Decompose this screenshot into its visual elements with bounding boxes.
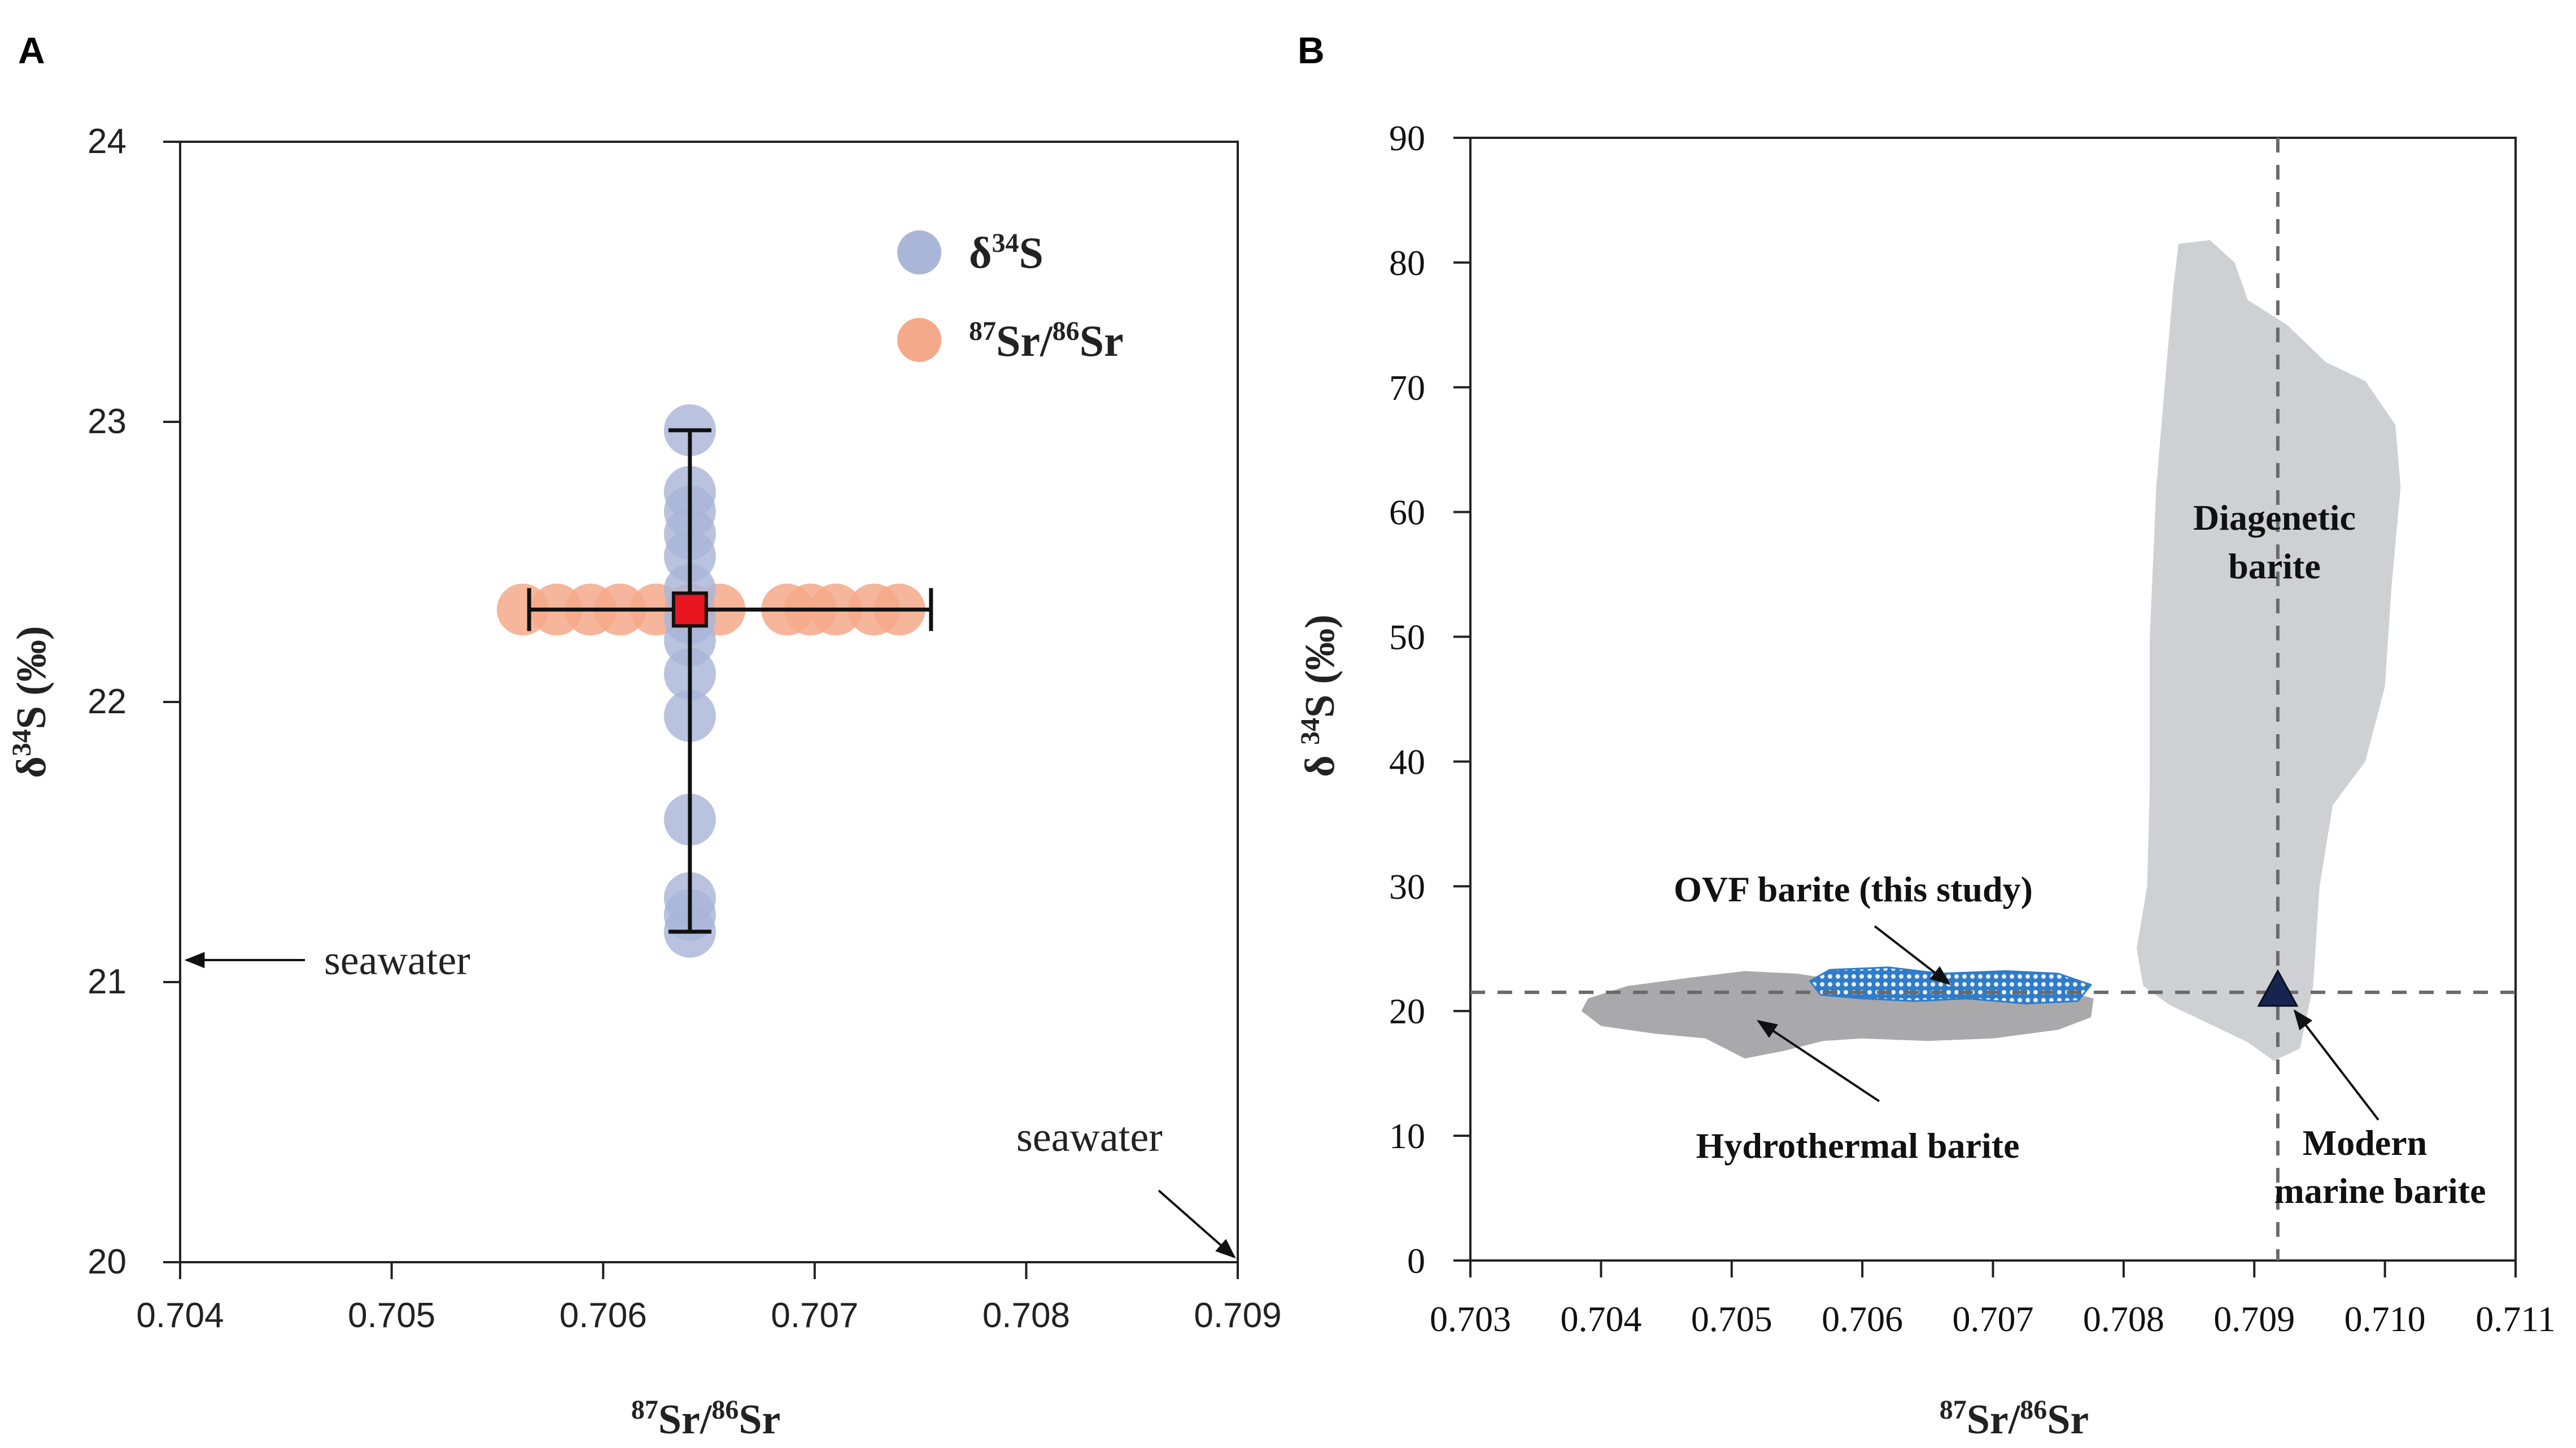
panel-b-x-tick-label: 0.705 — [1691, 1299, 1772, 1339]
panel-a-x-tick-label: 0.704 — [136, 1296, 224, 1335]
panel-a-x-axis-label: 87Sr/86Sr — [631, 1395, 781, 1443]
panel-a-x-tick-label: 0.706 — [560, 1296, 647, 1335]
panel-a-x-axis: 0.704 0.705 0.706 0.707 0.708 0.709 — [136, 1262, 1282, 1335]
panel-a-x-tick-label: 0.707 — [771, 1296, 858, 1335]
ovf-barite-label: OVF barite (this study) — [1674, 869, 2033, 909]
diagenetic-barite-label-line2: barite — [2228, 546, 2321, 586]
legend-srsr-marker — [897, 318, 941, 362]
panel-b-x-tick-label: 0.703 — [1430, 1299, 1511, 1339]
panel-b-y-tick-label: 40 — [1389, 742, 1425, 782]
panel-a-annotations: seawater seawater — [184, 937, 1236, 1259]
panel-a-y-axis-label: δ34S (‰) — [7, 626, 55, 778]
panel-b-x-axis-label: 87Sr/86Sr — [1940, 1395, 2089, 1443]
panel-b-y-axis: 0 10 20 30 40 50 60 70 80 90 — [1389, 118, 1470, 1281]
panel-b-y-tick-label: 0 — [1407, 1241, 1425, 1281]
panel-a-y-tick-label: 22 — [88, 682, 126, 721]
modern-marine-barite-arrow — [2293, 1009, 2379, 1121]
panel-b-y-tick-label: 90 — [1389, 118, 1425, 158]
panel-a-data-points — [496, 404, 925, 958]
panel-a-y-tick-label: 23 — [88, 402, 126, 441]
panel-b-y-tick-label: 60 — [1389, 492, 1425, 533]
legend-d34s-marker — [897, 230, 941, 274]
seawater-label-2: seawater — [1016, 1114, 1163, 1161]
panel-b-chart: 0.703 0.704 0.705 0.706 0.707 0.708 0.709 0.710… — [1295, 118, 2556, 1443]
panel-a-y-tick-label: 21 — [88, 962, 126, 1001]
panel-b-x-tick-label: 0.711 — [2475, 1299, 2556, 1339]
panel-b-y-tick-label: 80 — [1389, 243, 1425, 283]
panel-b-y-tick-label: 20 — [1389, 991, 1425, 1031]
panel-b-y-tick-label: 50 — [1389, 617, 1425, 657]
modern-marine-barite-label-line2: marine barite — [2274, 1171, 2486, 1211]
diagenetic-barite-label-line1: Diagenetic — [2193, 498, 2356, 538]
panel-b-y-tick-label: 70 — [1389, 368, 1425, 408]
hydrothermal-barite-arrow — [1757, 1020, 1880, 1102]
panel-b-x-tick-label: 0.709 — [2213, 1299, 2295, 1339]
panel-a-chart: 0.704 0.705 0.706 0.707 0.708 0.709 202122232… — [7, 122, 1282, 1443]
panel-a-x-tick-label: 0.709 — [1194, 1296, 1281, 1335]
panel-b-x-tick-label: 0.710 — [2344, 1299, 2426, 1339]
seawater-label-1: seawater — [324, 937, 470, 984]
panel-a-y-axis: 20 21 22 23 24 — [88, 122, 180, 1281]
panel-a-y-tick-label: 20 — [88, 1242, 126, 1281]
modern-marine-barite-marker — [2257, 969, 2299, 1007]
panel-a-legend: δ34S 87Sr/86Sr — [897, 228, 1124, 365]
panel-a-error-bars — [527, 428, 933, 934]
panel-b-x-tick-label: 0.704 — [1560, 1299, 1641, 1339]
panel-label-a: A — [18, 29, 45, 71]
panel-b-annotations: Diagenetic barite OVF barite (this study… — [1674, 498, 2486, 1211]
legend-srsr-label: 87Sr/86Sr — [969, 316, 1124, 365]
hydrothermal-barite-label: Hydrothermal barite — [1696, 1126, 2020, 1166]
panel-b-y-tick-label: 10 — [1389, 1116, 1425, 1156]
panel-label-b: B — [1298, 29, 1325, 71]
panel-a-x-tick-label: 0.708 — [983, 1296, 1070, 1335]
panel-b-x-tick-label: 0.707 — [1953, 1299, 2034, 1339]
panel-b-x-tick-label: 0.708 — [2083, 1299, 2164, 1339]
ovf-barite-arrow — [1874, 925, 1951, 985]
modern-marine-barite-label-line1: Modern — [2303, 1123, 2427, 1163]
ovf-barite-region — [1809, 966, 2092, 1005]
panel-b-x-tick-label: 0.706 — [1822, 1299, 1903, 1339]
panel-b-y-axis-label: δ 34S (‰) — [1295, 614, 1343, 777]
panel-a-x-tick-label: 0.705 — [348, 1296, 435, 1335]
panel-b-x-axis: 0.703 0.704 0.705 0.706 0.707 0.708 0.709 0.710… — [1430, 1261, 2556, 1339]
mean-marker — [671, 591, 708, 628]
diagenetic-barite-region — [2137, 240, 2401, 1061]
legend-d34s-label: δ34S — [969, 228, 1044, 277]
seawater-arrow-2 — [1158, 1189, 1236, 1259]
panel-b-y-tick-label: 30 — [1389, 866, 1425, 906]
panel-a-y-tick-label: 24 — [88, 122, 126, 161]
